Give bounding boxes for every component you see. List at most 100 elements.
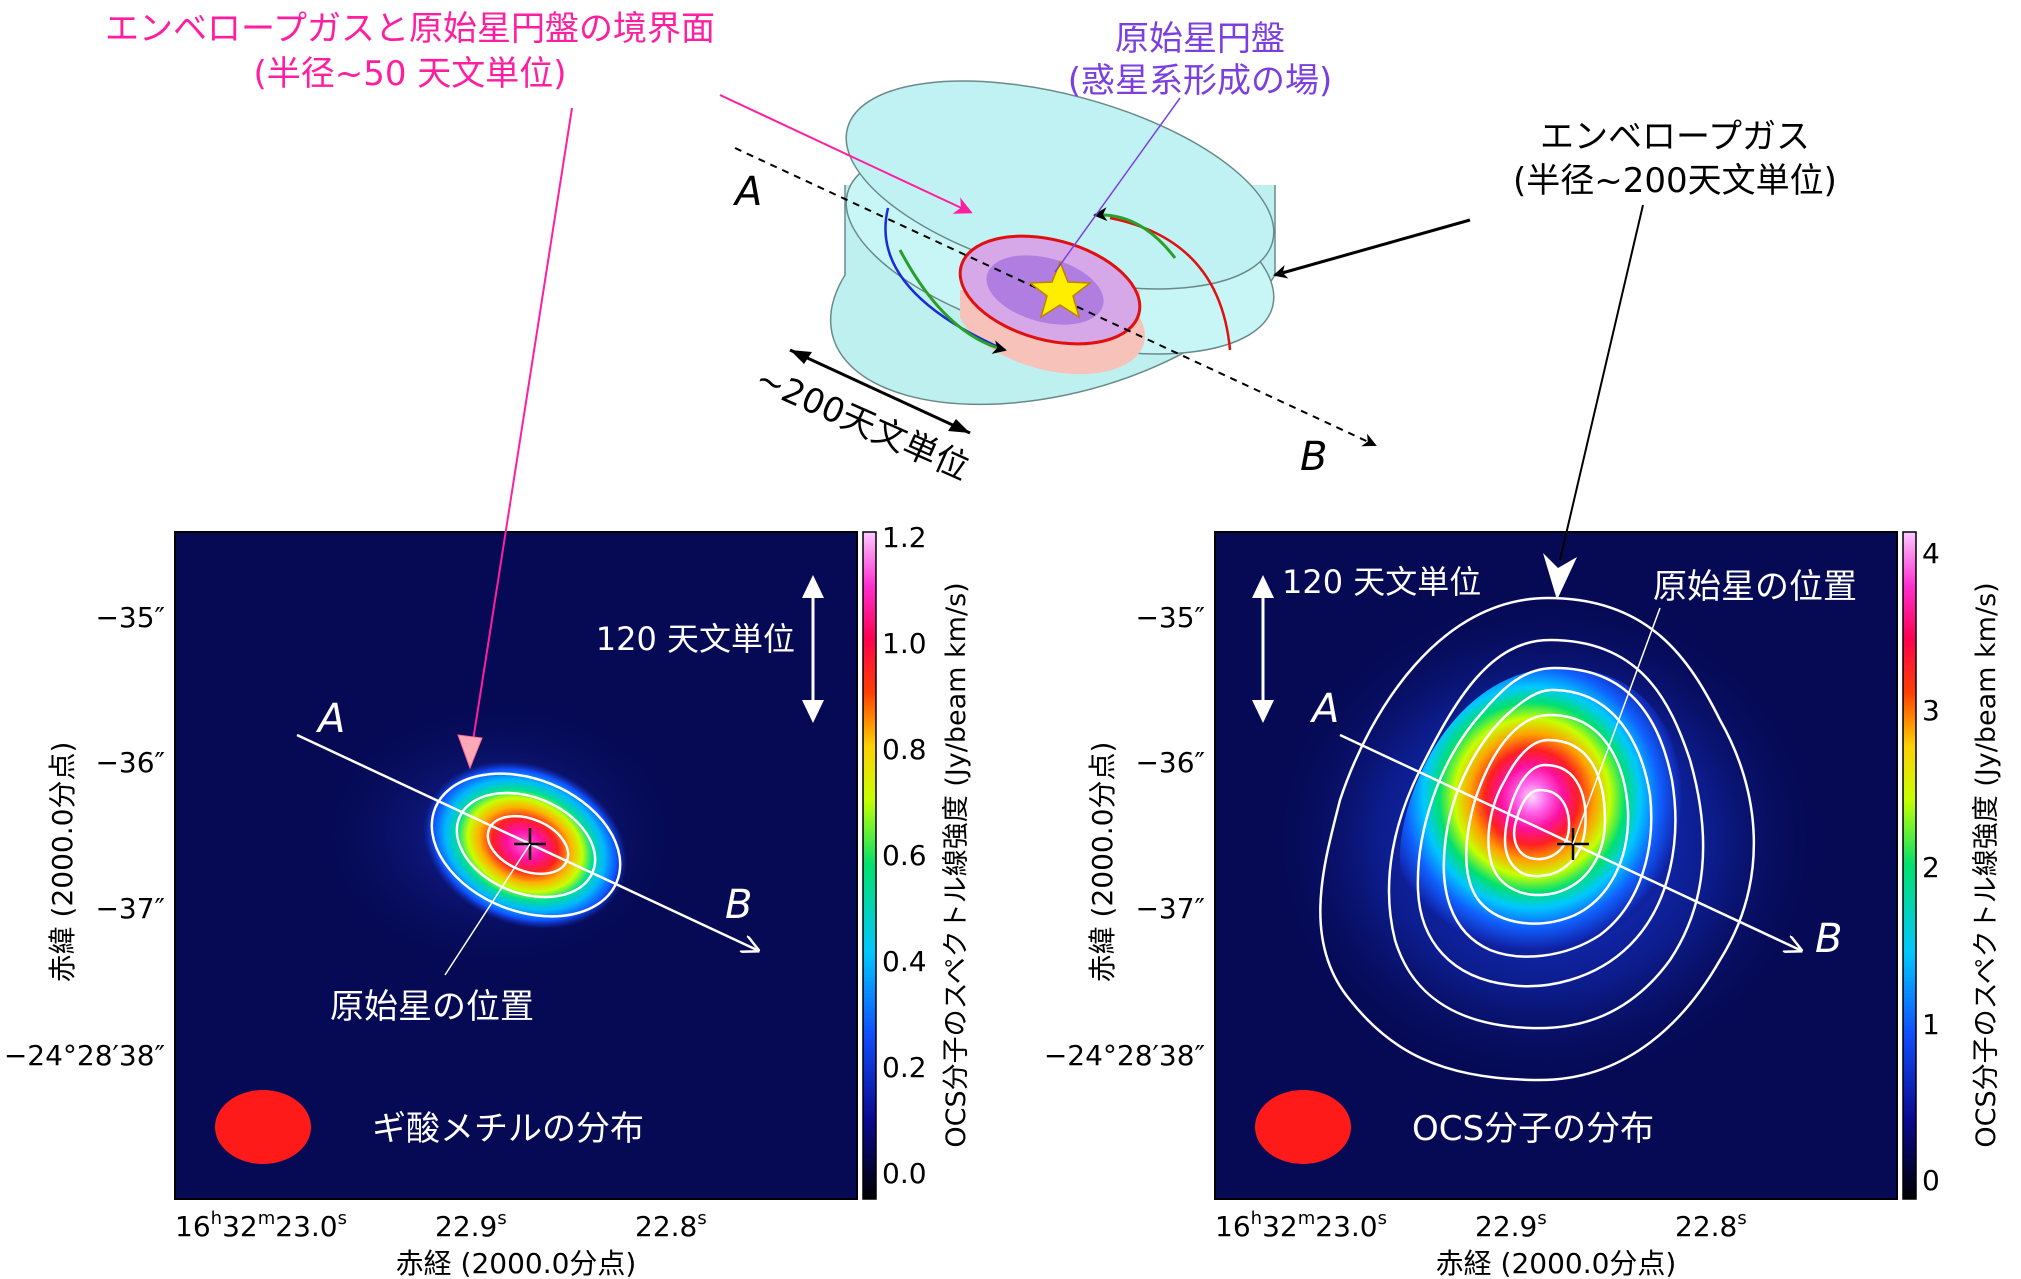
- left-cbar-tick: 0.4: [882, 945, 927, 978]
- right-scale-head-top: [1252, 575, 1274, 598]
- left-y-tick: −37″: [95, 892, 165, 925]
- interface-radius-label: (半径~50 天文単位): [253, 54, 566, 94]
- left-x-tick-2-part: s: [697, 1208, 706, 1229]
- left-cbar-tick: 1.2: [882, 521, 927, 554]
- right-cbar-tick: 3: [1922, 694, 1940, 727]
- diagram-point-a: A: [732, 169, 762, 215]
- right-x-axis: 16h32m23.0s 22.9s 22.8s 赤経 (2000.0分点): [1215, 1208, 1747, 1279]
- diagram-point-b: B: [1300, 434, 1327, 480]
- left-colorbar: 1.2 1.0 0.8 0.6 0.4 0.2 0.0 OCS分子のスペクトル線…: [862, 521, 972, 1200]
- left-x-tick-0-part: h: [211, 1208, 222, 1229]
- right-envelope-arrowhead: [1543, 553, 1577, 600]
- right-map-frame: [1214, 531, 1898, 1200]
- left-map-frame: [174, 531, 858, 1200]
- left-x-tick-0-part: m: [258, 1208, 276, 1229]
- right-contour-8: [1513, 788, 1571, 861]
- disk-label: 原始星円盤: [1115, 19, 1285, 59]
- right-x-tick-2-part: 22.8: [1675, 1210, 1737, 1243]
- right-y-tick: −37″: [1135, 892, 1205, 925]
- right-protostar-pointer: [1572, 607, 1661, 845]
- left-interface-arrowhead: [457, 734, 483, 770]
- left-x-tick-2: 22.8s: [635, 1208, 707, 1243]
- left-y-tick: −24°28′38″: [4, 1039, 165, 1072]
- envelope-radius-label: (半径~200天文単位): [1513, 161, 1837, 201]
- right-scale-label: 120 天文単位: [1282, 563, 1481, 601]
- left-point-b: B: [725, 882, 752, 928]
- left-x-tick-0: 16h32m23.0s: [175, 1208, 347, 1243]
- right-point-b: B: [1815, 916, 1842, 962]
- protostar-icon: [1027, 259, 1093, 319]
- left-scale-head-bottom: [802, 700, 824, 723]
- right-contour-6: [1487, 738, 1607, 897]
- scale-arrow-line: [789, 348, 971, 435]
- right-axis-a-b: [1339, 733, 1800, 950]
- right-x-tick-1-part: 22.9: [1475, 1210, 1537, 1243]
- right-contour-7: [1503, 763, 1587, 878]
- disk-diagram: ~200天文単位 A B: [732, 80, 1377, 489]
- disk-pointer: [1054, 97, 1181, 273]
- left-x-tick-0-part: s: [338, 1208, 347, 1229]
- left-protostar-label: 原始星の位置: [330, 987, 534, 1027]
- left-scale-head-top: [802, 575, 824, 598]
- envelope-label: エンベロープガス: [1540, 117, 1810, 157]
- right-x-tick-1-part: s: [1537, 1208, 1546, 1229]
- right-contour-2: [1387, 638, 1705, 1030]
- right-y-tick: −36″: [1135, 746, 1205, 779]
- left-x-tick-0-part: 32: [222, 1210, 258, 1243]
- left-x-tick-1-part: s: [497, 1208, 506, 1229]
- right-cbar-tick: 0: [1922, 1164, 1940, 1197]
- right-y-tick: −24°28′38″: [1044, 1039, 1205, 1072]
- left-y-tick: −36″: [95, 746, 165, 779]
- rotation-arc-green-lower: [898, 249, 1007, 354]
- right-point-a: A: [1309, 686, 1339, 732]
- right-x-tick-0-part: h: [1251, 1208, 1262, 1229]
- left-colorbar-label: OCS分子のスペクトル線強度 (Jy/beam km/s): [941, 582, 972, 1147]
- left-x-tick-1: 22.9s: [435, 1208, 507, 1243]
- left-x-tick-2-part: 22.8: [635, 1210, 697, 1243]
- left-point-a: A: [315, 696, 345, 742]
- right-beam-ellipse: [1255, 1090, 1351, 1164]
- right-contour-3: [1416, 666, 1677, 988]
- left-x-tick-0-part: 16: [175, 1210, 211, 1243]
- right-envelope-pointer: [1559, 204, 1644, 561]
- right-protostar-label: 原始星の位置: [1653, 567, 1857, 607]
- left-x-tick-0-part: 23.0: [275, 1210, 337, 1243]
- right-scale-head-bottom: [1252, 700, 1274, 723]
- right-cbar-tick: 1: [1922, 1008, 1940, 1041]
- envelope-pointer: [1273, 218, 1471, 279]
- scale-arrow-head-left: [790, 350, 812, 364]
- left-cbar-tick: 0.8: [882, 733, 927, 766]
- right-x-tick-1: 22.9s: [1475, 1208, 1547, 1243]
- right-x-tick-0-part: s: [1378, 1208, 1387, 1229]
- left-axis-a-b: [296, 733, 757, 950]
- disk-sub-label: (惑星系形成の場): [1068, 61, 1333, 101]
- left-interface-pointer: [469, 107, 573, 761]
- right-x-label: 赤経 (2000.0分点): [1436, 1247, 1677, 1279]
- right-colorbar-strip: [1902, 531, 1917, 1200]
- right-x-tick-0-part: 16: [1215, 1210, 1251, 1243]
- left-protostar-pointer: [444, 843, 531, 976]
- right-colorbar-label: OCS分子のスペクトル線強度 (Jy/beam km/s): [1971, 582, 2002, 1147]
- left-colorbar-strip: [862, 531, 877, 1200]
- rotation-arc-blue: [884, 207, 1006, 352]
- right-x-tick-0-part: m: [1298, 1208, 1316, 1229]
- interface-label: エンベロープガスと原始星円盤の境界面: [105, 9, 715, 49]
- left-cbar-tick: 1.0: [882, 627, 927, 660]
- left-y-tick: −35″: [95, 601, 165, 634]
- right-x-tick-0-part: 32: [1262, 1210, 1298, 1243]
- right-cbar-tick: 4: [1922, 537, 1940, 570]
- right-colorbar: 4 3 2 1 0 OCS分子のスペクトル線強度 (Jy/beam km/s): [1902, 531, 2002, 1200]
- left-scale-label: 120 天文単位: [596, 620, 795, 658]
- right-y-axis: −35″ −36″ −37″ −24°28′38″ 赤緯 (2000.0分点): [1044, 601, 1205, 1072]
- left-x-label: 赤経 (2000.0分点): [396, 1247, 637, 1279]
- left-x-axis: 16h32m23.0s 22.9s 22.8s 赤経 (2000.0分点): [175, 1208, 707, 1279]
- interface-pointer: [719, 94, 973, 214]
- left-cbar-tick: 0.0: [882, 1157, 927, 1190]
- left-cbar-tick: 0.6: [882, 839, 927, 872]
- left-y-label: 赤緯 (2000.0分点): [46, 742, 79, 983]
- right-x-tick-2: 22.8s: [1675, 1208, 1747, 1243]
- right-x-tick-2-part: s: [1737, 1208, 1746, 1229]
- left-beam-ellipse: [215, 1090, 311, 1164]
- right-contour-1: [1319, 596, 1756, 1082]
